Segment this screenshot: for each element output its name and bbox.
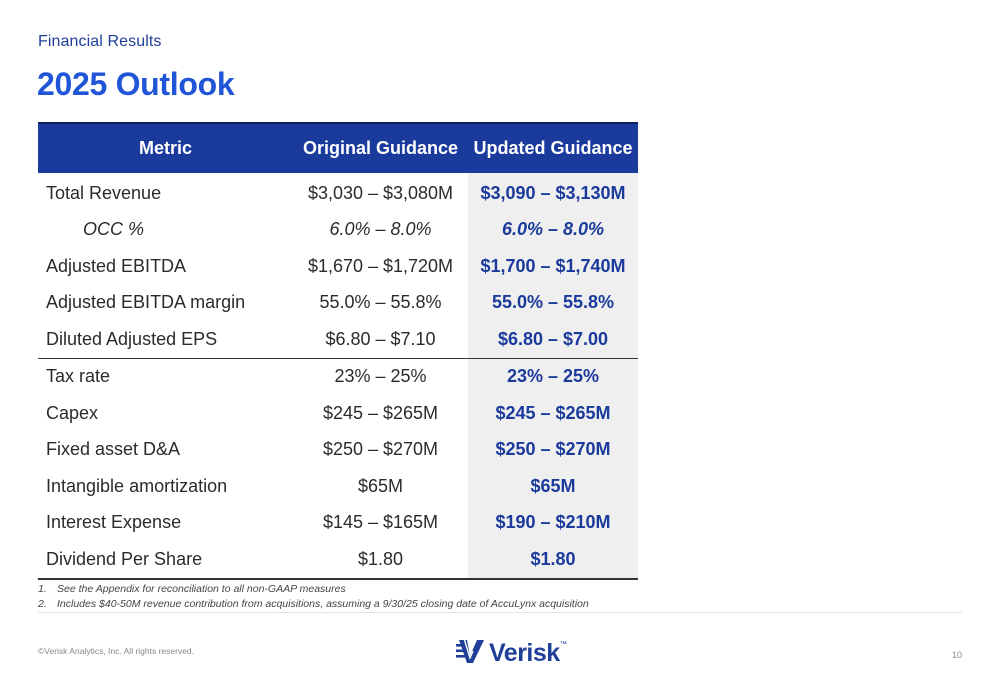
column-header-original-guidance: Original Guidance — [293, 122, 468, 173]
metric-cell: Capex — [46, 402, 99, 423]
table-row: Tax rate 23% – 25% 23% – 25% — [38, 357, 638, 395]
original-guidance-cell: $65M — [357, 475, 404, 496]
updated-guidance-cell: $65M — [468, 468, 638, 505]
metric-cell: Dividend Per Share — [38, 541, 293, 580]
section-label: Financial Results — [38, 33, 162, 50]
table-row: Capex $245 – $265M $245 – $265M — [38, 395, 638, 432]
updated-guidance-cell: $245 – $265M — [468, 395, 638, 432]
metric-cell: Total Revenue — [46, 182, 162, 203]
updated-guidance-cell: $1,700 – $1,740M — [468, 248, 638, 285]
table-row: Total Revenue $3,030 – $3,080M $3,090 – … — [38, 173, 638, 212]
original-guidance-cell: 6.0% – 8.0% — [329, 219, 432, 240]
footnote: 1. See the Appendix for reconciliation to… — [38, 582, 589, 597]
trademark-symbol: ™ — [559, 641, 567, 648]
updated-guidance-cell: $190 – $210M — [468, 504, 638, 541]
updated-guidance-cell: 23% – 25% — [468, 357, 638, 395]
original-guidance-cell: $3,030 – $3,080M — [307, 182, 454, 203]
table-row: Diluted Adjusted EPS $6.80 – $7.10 $6.80… — [38, 321, 638, 358]
column-header-updated-guidance: Updated Guidance — [468, 122, 638, 173]
footnotes: 1. See the Appendix for reconciliation to… — [38, 582, 589, 612]
metric-cell: Adjusted EBITDA — [46, 255, 187, 276]
updated-guidance-cell: $3,090 – $3,130M — [468, 173, 638, 212]
original-guidance-cell: 23% – 25% — [293, 357, 468, 395]
table-header-row: Metric Original Guidance Updated Guidanc… — [38, 122, 638, 173]
table-row: OCC % 6.0% – 8.0% 6.0% – 8.0% — [38, 211, 638, 248]
footnote: 2. Includes $40-50M revenue contribution … — [38, 597, 589, 612]
table-row: Adjusted EBITDA margin 55.0% – 55.8% 55.… — [38, 284, 638, 321]
original-guidance-cell: 55.0% – 55.8% — [319, 292, 442, 313]
original-guidance-cell: $245 – $265M — [322, 402, 439, 423]
table-row: Fixed asset D&A $250 – $270M $250 – $270… — [38, 431, 638, 468]
logo-wordmark: Verisk — [489, 639, 560, 667]
updated-guidance-cell: $6.80 – $7.00 — [468, 321, 638, 358]
metric-cell: Interest Expense — [46, 512, 182, 533]
table-row: Adjusted EBITDA $1,670 – $1,720M $1,700 … — [38, 248, 638, 285]
copyright-text: ©Verisk Analytics, Inc. All rights reser… — [38, 646, 195, 656]
page-title: 2025 Outlook — [37, 66, 235, 102]
updated-guidance-cell: 6.0% – 8.0% — [468, 211, 638, 248]
table-row: Interest Expense $145 – $165M $190 – $21… — [38, 504, 638, 541]
metric-cell: Fixed asset D&A — [46, 439, 181, 460]
guidance-table: Metric Original Guidance Updated Guidanc… — [38, 122, 638, 580]
metric-cell: Intangible amortization — [46, 475, 228, 496]
footnote-number: 1. — [38, 583, 47, 595]
table-row: Intangible amortization $65M $65M — [38, 468, 638, 505]
page-number: 10 — [951, 650, 962, 660]
metric-cell: Adjusted EBITDA margin — [46, 292, 246, 313]
metric-cell: Diluted Adjusted EPS — [46, 328, 218, 349]
original-guidance-cell: $250 – $270M — [322, 439, 439, 460]
metric-cell: OCC % — [83, 219, 145, 240]
footer-divider — [38, 612, 962, 613]
original-guidance-cell: $1,670 – $1,720M — [307, 255, 454, 276]
original-guidance-cell: $145 – $165M — [322, 512, 439, 533]
metric-cell: Tax rate — [38, 357, 293, 395]
original-guidance-cell: $1.80 — [293, 541, 468, 580]
footnote-text: See the Appendix for reconciliation to a… — [57, 583, 346, 595]
column-header-metric: Metric — [38, 122, 293, 173]
footnote-text: Includes $40-50M revenue contribution fr… — [57, 598, 589, 610]
updated-guidance-cell: $1.80 — [468, 541, 638, 580]
footnote-number: 2. — [38, 598, 47, 610]
verisk-logo: Verisk ™ — [455, 636, 567, 671]
original-guidance-cell: $6.80 – $7.10 — [325, 328, 436, 349]
verisk-checkmark-icon — [455, 636, 485, 671]
updated-guidance-cell: 55.0% – 55.8% — [468, 284, 638, 321]
updated-guidance-cell: $250 – $270M — [468, 431, 638, 468]
table-row: Dividend Per Share $1.80 $1.80 — [38, 541, 638, 580]
